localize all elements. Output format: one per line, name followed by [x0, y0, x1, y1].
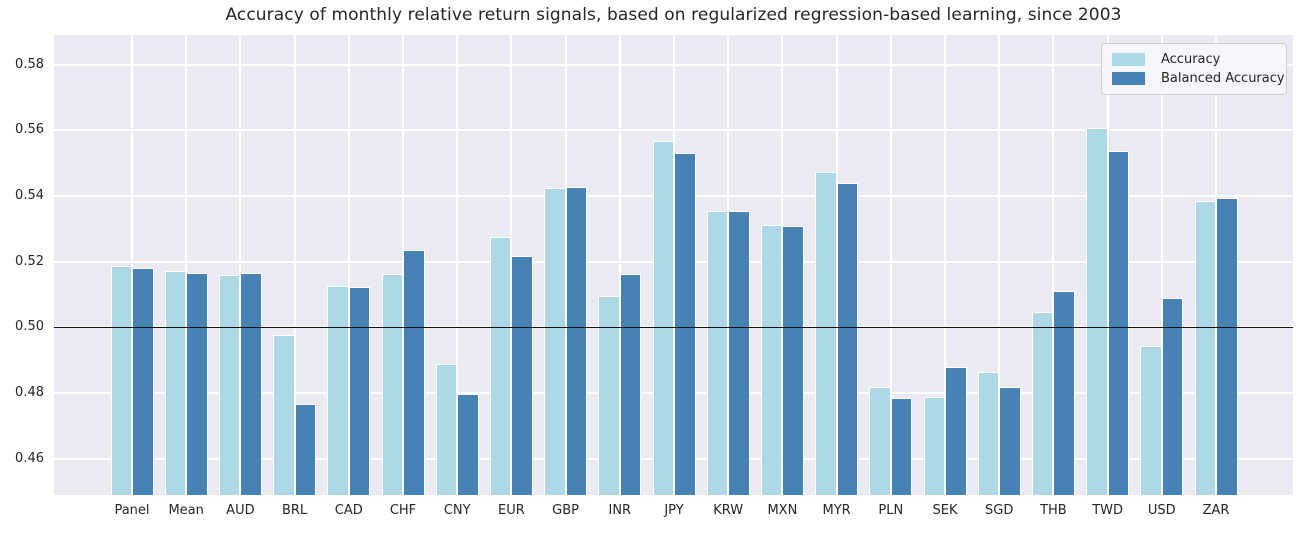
bar-balanced-accuracy-aud — [240, 272, 262, 495]
bar-balanced-accuracy-myr — [836, 183, 859, 495]
x-tick-label-twd: TWD — [1092, 503, 1123, 518]
v-gridline — [293, 35, 296, 495]
y-tick-label: 0.52 — [15, 253, 44, 269]
y-tick-label: 0.58 — [15, 56, 44, 72]
x-tick-label-mxn: MXN — [767, 503, 798, 518]
plot-area — [54, 35, 1293, 495]
baseline-0-50 — [54, 326, 1293, 329]
v-gridline — [347, 35, 350, 495]
legend-item-balanced-accuracy: Balanced Accuracy — [1112, 69, 1285, 88]
v-gridline — [889, 35, 892, 495]
bar-accuracy-cny — [435, 363, 458, 495]
bar-balanced-accuracy-gbp — [565, 187, 588, 495]
y-tick-label: 0.54 — [15, 188, 44, 203]
bar-accuracy-jpy — [652, 141, 674, 495]
v-gridline — [944, 35, 946, 495]
bar-accuracy-thb — [1031, 312, 1054, 495]
y-tick-label: 0.46 — [15, 450, 44, 466]
x-tick-label-brl: BRL — [281, 503, 308, 518]
bar-accuracy-inr — [598, 295, 620, 495]
v-gridline — [1052, 35, 1055, 495]
bar-balanced-accuracy-pln — [890, 398, 913, 495]
bar-balanced-accuracy-mxn — [782, 225, 804, 495]
bar-accuracy-aud — [218, 274, 241, 495]
bar-balanced-accuracy-chf — [403, 250, 425, 495]
x-tick-label-mean: Mean — [168, 503, 204, 518]
x-tick-label-sgd: SGD — [985, 503, 1014, 518]
bar-accuracy-twd — [1086, 128, 1108, 495]
x-tick-label-thb: THB — [1040, 503, 1067, 518]
x-tick-label-cny: CNY — [443, 503, 471, 518]
legend-label-balanced-accuracy: Balanced Accuracy — [1161, 71, 1285, 86]
bar-accuracy-zar — [1194, 200, 1216, 495]
x-tick-label-pln: PLN — [878, 503, 904, 518]
x-tick-label-cad: CAD — [334, 503, 363, 518]
x-tick-label-aud: AUD — [226, 503, 255, 518]
bar-balanced-accuracy-sgd — [999, 387, 1021, 495]
bar-accuracy-mean — [164, 270, 187, 495]
bar-accuracy-cad — [327, 285, 349, 495]
bar-balanced-accuracy-brl — [294, 404, 317, 495]
bar-balanced-accuracy-eur — [511, 256, 533, 495]
bar-accuracy-sek — [923, 397, 945, 495]
v-gridline — [1160, 35, 1163, 495]
bar-accuracy-panel — [110, 266, 132, 495]
x-tick-label-krw: KRW — [713, 503, 744, 518]
bar-accuracy-usd — [1140, 345, 1162, 495]
bar-balanced-accuracy-cny — [457, 394, 479, 495]
bar-balanced-accuracy-usd — [1161, 298, 1184, 495]
bar-balanced-accuracy-krw — [728, 211, 750, 495]
x-tick-label-usd: USD — [1147, 503, 1176, 518]
v-gridline — [618, 35, 621, 495]
bar-balanced-accuracy-twd — [1107, 150, 1130, 495]
bar-accuracy-krw — [706, 211, 729, 495]
x-tick-label-gbp: GBP — [552, 503, 580, 518]
v-gridline — [456, 35, 459, 495]
legend-item-accuracy: Accuracy — [1112, 50, 1276, 69]
y-tick-label: 0.50 — [15, 319, 44, 335]
bar-accuracy-brl — [273, 334, 295, 495]
bar-balanced-accuracy-inr — [619, 274, 642, 495]
bar-balanced-accuracy-mean — [186, 273, 208, 495]
bar-balanced-accuracy-cad — [348, 286, 371, 495]
bar-accuracy-eur — [489, 237, 512, 495]
v-gridline — [239, 35, 242, 495]
bar-balanced-accuracy-thb — [1053, 290, 1075, 495]
bar-balanced-accuracy-zar — [1216, 198, 1238, 495]
bar-balanced-accuracy-jpy — [674, 152, 696, 495]
bar-accuracy-myr — [815, 172, 837, 495]
x-tick-label-eur: EUR — [498, 503, 525, 518]
x-tick-label-chf: CHF — [389, 503, 417, 518]
x-tick-label-zar: ZAR — [1202, 503, 1230, 518]
legend-swatch-accuracy — [1112, 53, 1145, 66]
bar-balanced-accuracy-panel — [132, 268, 154, 495]
y-tick-label: 0.48 — [15, 385, 44, 401]
x-tick-label-inr: INR — [608, 503, 632, 518]
bar-accuracy-sgd — [977, 371, 1000, 495]
x-tick-label-myr: MYR — [822, 503, 851, 518]
chart-title: Accuracy of monthly relative return sign… — [225, 5, 1122, 25]
v-gridline — [185, 35, 188, 495]
legend-swatch-balanced-accuracy — [1112, 72, 1145, 85]
bar-accuracy-gbp — [544, 188, 566, 495]
x-tick-label-sek: SEK — [932, 503, 958, 518]
v-gridline — [131, 35, 133, 495]
bar-balanced-accuracy-sek — [945, 366, 967, 495]
legend: Accuracy Balanced Accuracy — [1101, 43, 1287, 95]
bar-accuracy-chf — [381, 273, 403, 495]
legend-label-accuracy: Accuracy — [1161, 52, 1221, 67]
v-gridline — [998, 35, 1001, 495]
bar-accuracy-mxn — [760, 224, 783, 495]
bar-accuracy-pln — [869, 386, 891, 495]
x-tick-label-panel: Panel — [114, 503, 150, 518]
x-tick-label-jpy: JPY — [664, 503, 684, 518]
y-tick-label: 0.56 — [15, 122, 44, 138]
